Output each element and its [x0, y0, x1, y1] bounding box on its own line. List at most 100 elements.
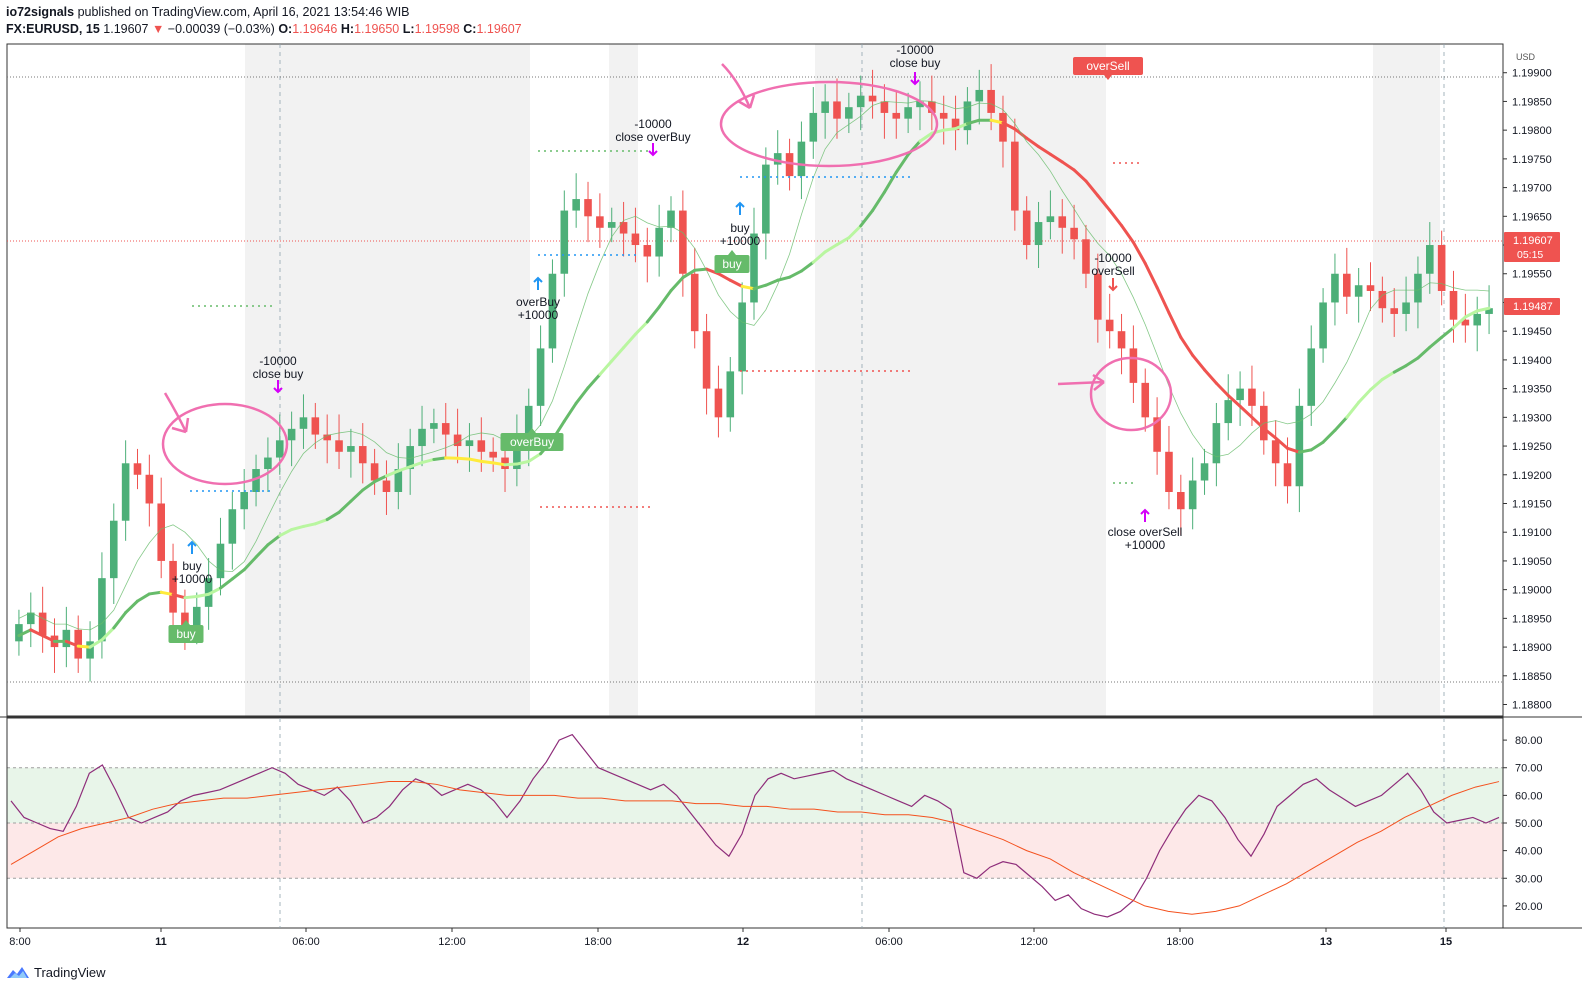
moving-average-segment	[669, 276, 685, 293]
moving-average-segment	[1274, 436, 1290, 450]
candle-body	[892, 112, 901, 119]
moving-average-segment	[1191, 353, 1207, 372]
candle-body	[453, 434, 462, 447]
moving-average-segment	[1250, 415, 1266, 430]
candle-body	[98, 578, 106, 642]
candle-body	[74, 629, 83, 659]
moving-average-segment	[337, 499, 353, 514]
candle-body	[489, 451, 497, 458]
candle-body	[1307, 348, 1316, 406]
candle-body	[773, 153, 782, 165]
candle-body	[1022, 210, 1031, 246]
moving-average-segment	[574, 386, 590, 405]
signal-annotation-line1: buy	[730, 221, 749, 235]
moving-average-segment	[1025, 136, 1041, 149]
candle-body	[951, 118, 960, 131]
moving-average-segment	[1013, 127, 1029, 140]
moving-average-segment	[1463, 309, 1479, 319]
price-tick-label: 1.19350	[1512, 384, 1552, 396]
candle-body	[987, 89, 995, 113]
moving-average-segment	[1345, 400, 1361, 419]
signal-annotation-line1: close overSell	[1108, 525, 1183, 539]
price-tick-label: 1.19150	[1512, 498, 1552, 510]
moving-average-segment	[491, 461, 507, 467]
signal-annotation-line2: +10000	[1125, 538, 1166, 552]
candle-body	[394, 469, 403, 492]
candle-body	[228, 509, 237, 544]
highlight-arrow-icon	[721, 63, 756, 110]
moving-average-segment	[1143, 261, 1159, 290]
price-tick-label: 1.19050	[1512, 556, 1552, 568]
signal-annotation-line2: close overBuy	[615, 130, 690, 144]
price-tick-label: 1.19000	[1512, 585, 1552, 597]
moving-average-segment	[1262, 426, 1278, 440]
moving-average-segment	[1297, 448, 1313, 454]
signal-badge	[1073, 57, 1143, 75]
candle-body	[264, 457, 272, 470]
moving-average-segment	[954, 122, 969, 131]
moving-average-segment	[1120, 223, 1135, 244]
candle-body	[86, 641, 94, 659]
moving-average-segment	[871, 190, 886, 213]
time-tick-label: 06:00	[292, 936, 320, 948]
moving-average-segment	[882, 170, 898, 194]
candle-body	[690, 273, 699, 332]
moving-average-segment	[373, 474, 388, 484]
candle-body	[963, 101, 972, 131]
author-name[interactable]: io72signals	[6, 5, 75, 19]
signal-annotation-line2: +10000	[172, 572, 213, 586]
price-tick-label: 1.18900	[1512, 642, 1552, 654]
candle-body	[1390, 308, 1399, 314]
candle-body	[738, 302, 746, 372]
moving-average-segment	[1167, 311, 1183, 339]
moving-average-segment	[965, 118, 981, 126]
moving-average-segment	[361, 480, 377, 492]
moving-average-segment	[1060, 160, 1076, 172]
candle-body	[1224, 400, 1233, 424]
moving-average-segment	[254, 543, 270, 559]
moving-average-segment	[1440, 326, 1456, 339]
moving-average-segment	[124, 599, 139, 615]
price-tag	[1504, 298, 1560, 315]
highlight-arrow-icon	[1057, 373, 1105, 391]
moving-average-segment	[598, 359, 614, 376]
candle-body	[750, 233, 758, 303]
session-shade	[609, 44, 638, 716]
candle-body	[1153, 417, 1161, 452]
moving-average-segment	[823, 243, 839, 254]
moving-average-segment	[752, 283, 768, 291]
moving-average-segment	[1131, 240, 1147, 265]
change-value: −0.00039 (−0.03%)	[167, 22, 275, 36]
candle-body	[619, 222, 628, 234]
price-tick-label: 1.19250	[1512, 441, 1552, 453]
candle-body	[655, 227, 663, 257]
moving-average-segment	[1179, 335, 1195, 357]
moving-average-segment	[894, 153, 910, 174]
rsi-tick-label: 20.00	[1515, 901, 1543, 913]
rsi-signal-line	[10, 781, 1500, 915]
moving-average-segment	[942, 127, 958, 132]
footer: TradingView	[6, 964, 106, 980]
price-tick-label: 1.19450	[1512, 326, 1552, 338]
price-tick-label: 1.19400	[1512, 355, 1552, 367]
moving-average-segment	[147, 590, 163, 596]
moving-average-segment	[764, 278, 780, 287]
price-tag-value: 1.19487	[1513, 301, 1553, 313]
price-tick-label: 1.19800	[1512, 125, 1552, 137]
high-value: 1.19650	[354, 22, 400, 36]
candle-body	[928, 101, 936, 113]
candle-body	[358, 446, 367, 464]
candle-body	[299, 417, 308, 429]
moving-average-segment	[610, 346, 626, 363]
moving-average-segment	[88, 638, 104, 649]
candle-body	[596, 216, 604, 228]
candle-body	[181, 612, 189, 630]
price-tick-label: 1.19900	[1512, 68, 1552, 80]
highlight-arrow-icon	[163, 392, 190, 434]
moving-average-segment	[408, 461, 424, 469]
moving-average-segment	[693, 267, 709, 272]
moving-average-segment	[681, 268, 697, 280]
moving-average-segment	[183, 595, 199, 600]
brand-name[interactable]: TradingView	[34, 964, 106, 980]
